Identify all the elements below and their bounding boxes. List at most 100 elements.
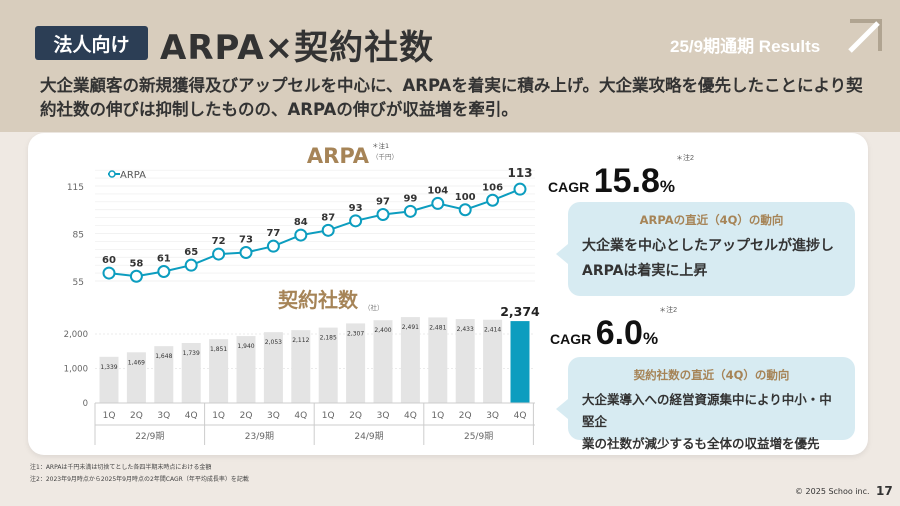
x-tick-label: 3Q bbox=[157, 411, 170, 421]
arpa-point bbox=[349, 214, 363, 228]
cagr-unit: % bbox=[642, 329, 659, 348]
x-group-label: 23/9期 bbox=[245, 431, 274, 442]
count-bar bbox=[236, 336, 256, 403]
count-unit: （社） bbox=[364, 303, 384, 312]
count-value-label: 2,112 bbox=[292, 337, 309, 344]
arpa-line bbox=[108, 188, 521, 278]
count-value-label: 2,053 bbox=[265, 339, 282, 346]
arpa-point bbox=[486, 193, 500, 207]
arpa-value-label: 97 bbox=[376, 197, 390, 208]
count-value-label: 1,851 bbox=[210, 346, 227, 353]
segment-badge: 法人向け bbox=[35, 26, 148, 60]
x-tick-label: 2Q bbox=[240, 411, 253, 421]
cagr-unit: % bbox=[659, 177, 675, 196]
x-group-label: 24/9期 bbox=[354, 431, 383, 442]
cagr-unit-wrap: % ＊注2 bbox=[642, 307, 677, 349]
cagr-note: ＊注2 bbox=[659, 307, 677, 314]
arpa-point bbox=[321, 223, 335, 237]
copyright: © 2025 Schoo inc. bbox=[795, 487, 870, 496]
arpa-point bbox=[431, 196, 445, 210]
x-tick-label: 1Q bbox=[212, 411, 225, 421]
bubble-line: 大企業導入への経営資源集中により中小・中堅企 bbox=[582, 392, 832, 429]
x-tick-label: 2Q bbox=[459, 411, 472, 421]
count-bar bbox=[181, 343, 201, 403]
arpa-unit: （千円） bbox=[372, 152, 398, 161]
count-value-label: 1,739 bbox=[183, 350, 200, 357]
bubble-body: 大企業導入への経営資源集中により中小・中堅企 業の社数が減少するも全体の収益増を優… bbox=[582, 389, 841, 455]
x-tick-label: 1Q bbox=[431, 411, 444, 421]
arpa-point bbox=[458, 203, 472, 217]
cagr-label: CAGR bbox=[548, 179, 590, 195]
cagr-unit-wrap: % ＊注2 bbox=[659, 155, 694, 197]
x-tick-label: 4Q bbox=[514, 411, 527, 421]
count-value-label: 1,339 bbox=[100, 364, 117, 371]
arpa-point bbox=[239, 246, 253, 259]
bubble-line: 大企業を中心としたアップセルが進捗し bbox=[582, 238, 834, 254]
arpa-trend-bubble: ARPAの直近（4Q）の動向 大企業を中心としたアップセルが進捗し ARPAは着実… bbox=[556, 202, 855, 296]
period-label: 25/9期通期 Results bbox=[670, 37, 821, 56]
count-value-label: 2,433 bbox=[457, 326, 474, 333]
count-bar bbox=[263, 332, 283, 403]
cagr-label: CAGR bbox=[550, 331, 592, 347]
arpa-point bbox=[403, 204, 417, 218]
count-value-label: 2,307 bbox=[347, 330, 364, 337]
arpa-value-label: 84 bbox=[294, 217, 308, 228]
arpa-value-label: 104 bbox=[427, 185, 448, 196]
header-band bbox=[0, 0, 900, 132]
count-bar bbox=[318, 327, 338, 403]
footnote-1: 注1：ARPAは千円未満は切捨てとした各四半期末時点における金額 bbox=[30, 464, 212, 471]
x-tick-label: 3Q bbox=[377, 411, 390, 421]
count-value-label: 1,940 bbox=[237, 343, 254, 350]
count-bar bbox=[400, 317, 420, 403]
arpa-value-label: 65 bbox=[184, 247, 198, 258]
arpa-value-label: 60 bbox=[102, 255, 116, 266]
page-subtitle: 大企業顧客の新規獲得及びアップセルを中心に、ARPAを着実に積み上げ。大企業攻略… bbox=[40, 76, 863, 119]
arpa-point bbox=[129, 269, 143, 283]
arpa-title: ARPA bbox=[307, 144, 370, 168]
arpa-value-label: 87 bbox=[321, 212, 335, 223]
count-bar bbox=[291, 330, 311, 403]
count-bar bbox=[428, 317, 448, 403]
y-tick-label: 0 bbox=[83, 399, 88, 409]
legend-marker bbox=[108, 170, 116, 178]
cagr-value: 6.0 bbox=[595, 314, 643, 352]
count-value-label: 2,374 bbox=[500, 304, 540, 319]
y-tick-label: 115 bbox=[67, 183, 84, 193]
count-value-label: 2,414 bbox=[484, 327, 501, 334]
arpa-value-label: 61 bbox=[157, 254, 171, 265]
count-bar bbox=[209, 339, 229, 403]
arpa-title-note: ＊注1 bbox=[372, 141, 389, 150]
cagr-note: ＊注2 bbox=[676, 155, 694, 162]
count-value-label: 2,400 bbox=[374, 327, 391, 334]
arpa-value-label: 106 bbox=[482, 182, 503, 193]
count-title: 契約社数 bbox=[277, 288, 359, 312]
count-trend-bubble: 契約社数の直近（4Q）の動向 大企業導入への経営資源集中により中小・中堅企 業の社… bbox=[556, 357, 855, 451]
arpa-value-label: 73 bbox=[239, 235, 253, 246]
x-tick-label: 4Q bbox=[294, 411, 307, 421]
x-tick-label: 1Q bbox=[103, 411, 116, 421]
count-bar bbox=[510, 321, 530, 403]
count-value-label: 2,481 bbox=[429, 324, 446, 331]
legend-label: ARPA bbox=[120, 170, 146, 181]
arpa-value-label: 100 bbox=[455, 192, 476, 203]
x-tick-label: 3Q bbox=[486, 411, 499, 421]
bubble-heading: 契約社数の直近（4Q）の動向 bbox=[633, 368, 790, 382]
arpa-point bbox=[102, 266, 116, 280]
x-tick-label: 4Q bbox=[185, 411, 198, 421]
page-title: ARPA×契約社数 bbox=[160, 28, 435, 68]
arpa-point bbox=[266, 239, 280, 253]
count-bar bbox=[126, 352, 146, 403]
y-tick-label: 2,000 bbox=[64, 330, 88, 340]
logo-icon bbox=[848, 19, 882, 53]
x-tick-label: 2Q bbox=[349, 411, 362, 421]
y-tick-label: 1,000 bbox=[64, 365, 88, 375]
x-tick-label: 3Q bbox=[267, 411, 280, 421]
bubble-heading: ARPAの直近（4Q）の動向 bbox=[639, 213, 784, 227]
x-group-label: 22/9期 bbox=[135, 431, 164, 442]
page-number: 17 bbox=[876, 484, 893, 498]
arpa-point bbox=[294, 228, 308, 242]
bubble-body: 大企業を中心としたアップセルが進捗し ARPAは着実に上昇 bbox=[582, 234, 841, 284]
count-bar bbox=[483, 319, 503, 403]
count-bar bbox=[455, 319, 475, 403]
